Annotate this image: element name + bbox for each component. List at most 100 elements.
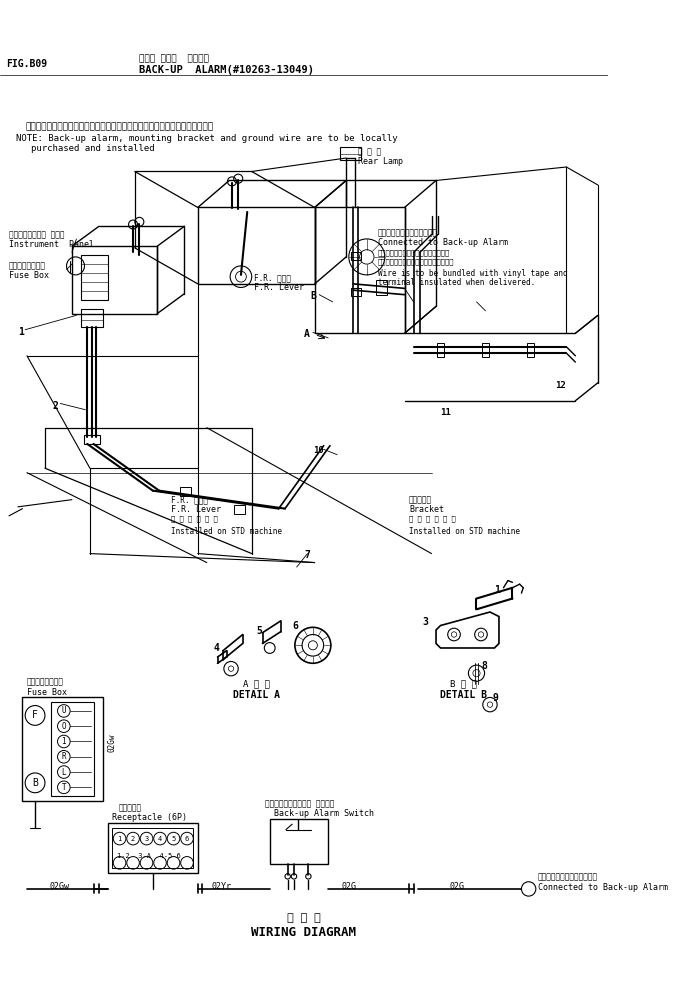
Text: T: T (62, 782, 66, 791)
Text: terminal insulated when delivered.: terminal insulated when delivered. (378, 278, 535, 288)
Text: 3: 3 (422, 617, 429, 627)
Text: バックアップアラーム スイッチ: バックアップアラーム スイッチ (265, 799, 335, 808)
Text: 2: 2 (131, 835, 135, 842)
Bar (198, 208, 314, 284)
Text: 5: 5 (256, 626, 262, 636)
Text: 02G: 02G (450, 882, 464, 891)
Text: Rear Lamp: Rear Lamp (358, 157, 403, 166)
Text: ヒューズボックス: ヒューズボックス (9, 261, 46, 270)
Text: purchased and installed: purchased and installed (32, 144, 155, 153)
Bar (180, 487, 191, 496)
Bar (527, 344, 534, 356)
Bar (340, 147, 362, 160)
Text: 2: 2 (52, 401, 58, 411)
Text: Installed on STD machine: Installed on STD machine (171, 526, 282, 535)
Bar (234, 505, 245, 514)
Text: WIRING DIAGRAM: WIRING DIAGRAM (251, 925, 356, 938)
Text: コンセント: コンセント (119, 803, 142, 812)
Text: B: B (32, 778, 38, 787)
Text: 6: 6 (292, 621, 298, 631)
Text: BACK-UP  ALARM(#10263-13049): BACK-UP ALARM(#10263-13049) (139, 65, 314, 74)
Text: L: L (62, 768, 66, 777)
Text: 7: 7 (304, 550, 310, 560)
Text: 4: 4 (158, 835, 162, 842)
Text: 8: 8 (481, 661, 487, 671)
Text: ブラケット: ブラケット (409, 496, 432, 504)
Text: DETAIL A: DETAIL A (233, 690, 280, 700)
Text: バックアップアラームに接続: バックアップアラームに接続 (537, 873, 598, 882)
Text: FIG.B09: FIG.B09 (6, 60, 47, 70)
Text: F.R. Lever: F.R. Lever (171, 505, 221, 514)
Text: Connected to Back-up Alarm: Connected to Back-up Alarm (537, 883, 668, 892)
Text: B 詳 細: B 詳 細 (450, 679, 477, 688)
Circle shape (285, 874, 291, 879)
Text: バック アップ  アラーム: バック アップ アラーム (139, 55, 210, 64)
Text: インストルメント パネル: インストルメント パネル (9, 230, 64, 239)
Bar (437, 344, 444, 356)
Text: F.R. レバー: F.R. レバー (171, 496, 208, 504)
Text: Connected to Back-up Alarm: Connected to Back-up Alarm (378, 238, 508, 247)
Text: Fuse Box: Fuse Box (27, 687, 67, 696)
Text: 02Gw: 02Gw (49, 882, 70, 891)
Bar (351, 252, 362, 259)
Text: F.R. レバー: F.R. レバー (254, 273, 291, 282)
Text: 出荷時はビニールテープにてワイヤを: 出荷時はビニールテープにてワイヤを (378, 249, 450, 256)
Text: Instrument  Panel: Instrument Panel (9, 240, 94, 249)
Bar (270, 819, 328, 864)
Text: 3: 3 (145, 835, 149, 842)
Bar (314, 208, 404, 334)
Text: 02G: 02G (341, 882, 357, 891)
Text: 1-2  3-A  4-5-6: 1-2 3-A 4-5-6 (117, 853, 180, 859)
Bar (81, 255, 108, 300)
Text: F: F (32, 710, 38, 720)
Bar (81, 309, 103, 327)
Text: 6: 6 (185, 835, 189, 842)
Text: 10: 10 (313, 446, 324, 455)
Text: 結 線 図: 結 線 図 (287, 914, 320, 923)
Text: 1: 1 (62, 737, 66, 746)
Text: 5: 5 (172, 835, 176, 842)
Text: U: U (62, 706, 66, 715)
Text: 後 照 灯: 後 照 灯 (358, 147, 381, 156)
Bar (84, 435, 100, 444)
Text: Installed on STD machine: Installed on STD machine (409, 526, 520, 535)
Bar (351, 288, 362, 296)
Text: 注）バックアップアラーム，取付ブラケット，アース線等は現地装着とする．: 注）バックアップアラーム，取付ブラケット，アース線等は現地装着とする． (25, 122, 214, 131)
Text: 02Yr: 02Yr (212, 882, 231, 891)
Text: R: R (62, 753, 66, 762)
Text: Bracket: Bracket (409, 505, 444, 514)
Text: 標 準 車 装 着 品: 標 準 車 装 着 品 (409, 515, 456, 522)
Circle shape (306, 874, 311, 879)
Bar (112, 828, 193, 868)
Text: 1: 1 (494, 585, 500, 595)
Bar (22, 697, 103, 800)
Text: 標 準 車 装 着 品: 標 準 車 装 着 品 (171, 515, 218, 522)
Text: Receptacle (6P): Receptacle (6P) (112, 813, 187, 822)
Text: O: O (62, 722, 66, 731)
Text: バックアップアラームに接続: バックアップアラームに接続 (378, 228, 438, 237)
Text: Wire is to be bundled with vinyl tape and: Wire is to be bundled with vinyl tape an… (378, 269, 567, 278)
Text: 1: 1 (118, 835, 122, 842)
Bar (72, 246, 158, 314)
Text: 1: 1 (18, 327, 24, 337)
Text: NOTE: Back-up alarm, mounting bracket and ground wire are to be locally: NOTE: Back-up alarm, mounting bracket an… (16, 134, 397, 143)
Text: A 詳 細: A 詳 細 (243, 679, 270, 688)
Text: 9: 9 (493, 693, 498, 703)
Bar (51, 702, 95, 796)
Circle shape (291, 874, 297, 879)
Text: Back-up Alarm Switch: Back-up Alarm Switch (274, 809, 375, 818)
Text: ヒューズボックス: ヒューズボックス (27, 677, 64, 686)
Text: Fuse Box: Fuse Box (9, 271, 49, 280)
Text: F.R. Lever: F.R. Lever (254, 283, 304, 292)
Text: 4: 4 (214, 643, 220, 653)
Bar (108, 823, 198, 873)
Text: 11: 11 (441, 408, 452, 417)
Bar (482, 344, 489, 356)
Text: DETAIL B: DETAIL B (439, 690, 487, 700)
Text: まとめておき端子は絶縁しておくこと．: まとめておき端子は絶縁しておくこと． (378, 259, 454, 265)
Text: A: A (304, 329, 310, 339)
Text: 02Gw: 02Gw (108, 733, 117, 752)
Text: 12: 12 (556, 381, 566, 390)
Bar (376, 280, 387, 295)
Text: B: B (310, 291, 316, 301)
